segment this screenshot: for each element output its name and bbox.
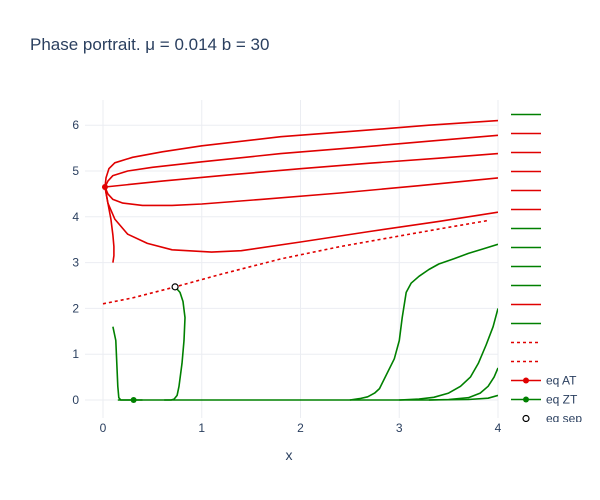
x-tick-label: 2 bbox=[297, 421, 304, 435]
y-tick-label: 3 bbox=[72, 256, 79, 270]
x-tick-label: 0 bbox=[100, 421, 107, 435]
series-line-11 bbox=[104, 186, 115, 263]
x-tick-label: 3 bbox=[396, 421, 403, 435]
y-tick-label: 1 bbox=[72, 347, 79, 361]
series-line-1 bbox=[399, 308, 498, 401]
series-line-4 bbox=[112, 326, 143, 401]
legend: eq AT eq ZT eq sep bbox=[511, 113, 582, 426]
legend-label-14: eq AT bbox=[546, 374, 577, 388]
y-tick-label: 0 bbox=[72, 393, 79, 407]
legend-marker-16 bbox=[522, 414, 530, 422]
y-tick-label: 6 bbox=[72, 118, 79, 132]
series-line-5 bbox=[164, 286, 186, 401]
legend-label-15: eq ZT bbox=[546, 393, 578, 407]
grid bbox=[85, 100, 499, 418]
y-tick-label: 2 bbox=[72, 301, 79, 315]
tick-labels: 0 1 2 3 4 0 1 2 3 4 5 6 bbox=[72, 118, 501, 435]
y-tick-label: 5 bbox=[72, 164, 79, 178]
x-tick-label: 4 bbox=[495, 421, 502, 435]
chart-title: Phase portrait. μ = 0.014 b = 30 bbox=[30, 35, 269, 54]
series-line-3 bbox=[117, 394, 498, 401]
equilibrium-point-15 bbox=[171, 283, 179, 291]
equilibrium-point-14 bbox=[130, 397, 137, 403]
legend-marker-15 bbox=[523, 396, 529, 403]
legend-label-16: eq sep bbox=[546, 412, 582, 426]
series-line-12 bbox=[102, 219, 489, 305]
legend-marker-14 bbox=[523, 377, 529, 384]
x-tick-label: 1 bbox=[198, 421, 205, 435]
series-layer bbox=[101, 119, 498, 403]
x-axis-title: x bbox=[286, 447, 293, 463]
series-line-0 bbox=[349, 243, 498, 401]
series-line-8 bbox=[104, 152, 498, 188]
series-line-9 bbox=[104, 177, 498, 207]
series-line-7 bbox=[104, 134, 498, 188]
series-line-10 bbox=[104, 186, 498, 253]
series-line-6 bbox=[104, 119, 498, 188]
equilibrium-point-13 bbox=[101, 184, 108, 191]
y-tick-label: 4 bbox=[72, 210, 79, 224]
